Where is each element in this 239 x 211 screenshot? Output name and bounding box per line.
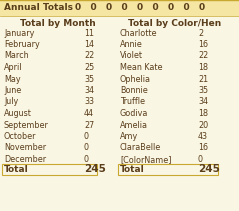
Text: February: February [4,40,40,49]
Text: 18: 18 [198,63,208,72]
Text: December: December [4,155,46,164]
Text: Mean Kate: Mean Kate [120,63,163,72]
Text: April: April [4,63,22,72]
Text: July: July [4,97,18,107]
Text: 16: 16 [198,40,208,49]
Text: Truffle: Truffle [120,97,145,107]
Text: March: March [4,51,29,61]
Text: May: May [4,74,21,84]
Text: 0: 0 [198,155,203,164]
Text: 21: 21 [198,74,208,84]
Text: 2: 2 [198,28,203,38]
Text: 0: 0 [84,143,89,153]
Text: 43: 43 [198,132,208,141]
Text: 34: 34 [198,97,208,107]
Text: 44: 44 [84,109,94,118]
Text: 14: 14 [84,40,94,49]
FancyBboxPatch shape [118,164,218,175]
Text: Total: Total [4,165,29,174]
Text: June: June [4,86,21,95]
Text: 35: 35 [198,86,208,95]
Text: Violet: Violet [120,51,143,61]
Text: 0   0   0   0   0   0   0   0   0: 0 0 0 0 0 0 0 0 0 [75,4,205,12]
Text: Charlotte: Charlotte [120,28,158,38]
Text: Total: Total [120,165,145,174]
Text: October: October [4,132,37,141]
Text: Total by Month: Total by Month [20,19,96,27]
Text: 25: 25 [84,63,94,72]
Text: January: January [4,28,34,38]
Text: 16: 16 [198,143,208,153]
Text: Ophelia: Ophelia [120,74,151,84]
Text: 20: 20 [198,120,208,130]
Text: 11: 11 [84,28,94,38]
Text: 33: 33 [84,97,94,107]
Text: 27: 27 [84,120,94,130]
Text: August: August [4,109,32,118]
Text: 22: 22 [198,51,208,61]
FancyBboxPatch shape [0,0,239,16]
Text: 34: 34 [84,86,94,95]
Text: Bonnie: Bonnie [120,86,148,95]
Text: 0: 0 [84,155,89,164]
Text: ClaraBelle: ClaraBelle [120,143,161,153]
Text: 18: 18 [198,109,208,118]
Text: 35: 35 [84,74,94,84]
Text: Amelia: Amelia [120,120,148,130]
Text: 245: 245 [84,165,106,174]
Text: 245: 245 [198,165,220,174]
Text: [ColorName]: [ColorName] [120,155,172,164]
Text: Amy: Amy [120,132,138,141]
Text: Total by Color/Hen: Total by Color/Hen [128,19,221,27]
Text: 0: 0 [84,132,89,141]
FancyBboxPatch shape [2,164,97,175]
Text: Annual Totals: Annual Totals [4,4,73,12]
Text: September: September [4,120,49,130]
Text: Godiva: Godiva [120,109,148,118]
Text: Annie: Annie [120,40,143,49]
Text: November: November [4,143,46,153]
Text: 22: 22 [84,51,94,61]
